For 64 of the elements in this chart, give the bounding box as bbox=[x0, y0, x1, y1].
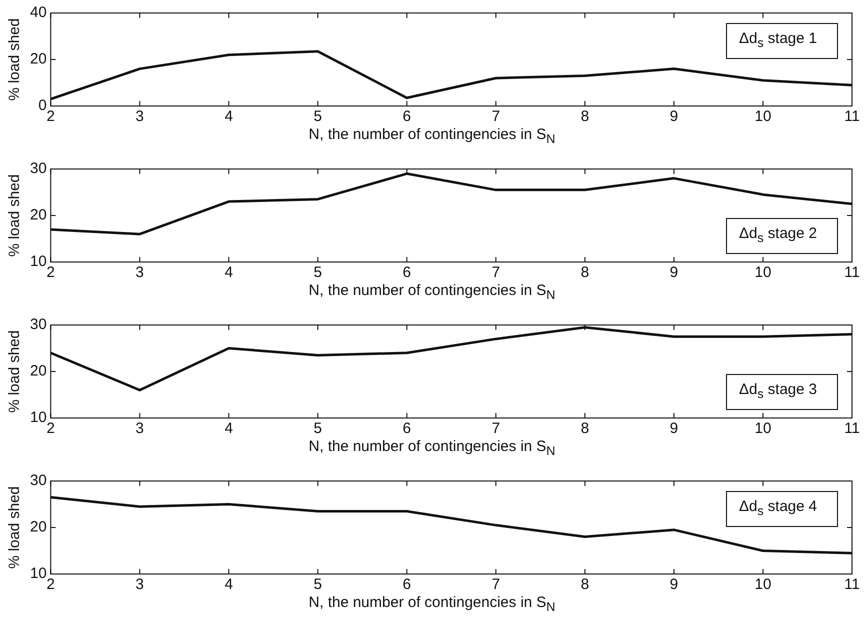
y-axis-title: % load shed bbox=[6, 330, 24, 413]
x-tick-label: 8 bbox=[580, 420, 590, 438]
legend-label: Δd$_{s}$ stage 1 bbox=[739, 30, 817, 50]
y-tick-label: 20 bbox=[30, 362, 47, 380]
x-tick-label: 10 bbox=[754, 420, 772, 438]
x-tick-label: 7 bbox=[492, 420, 500, 438]
x-tick-label: 10 bbox=[754, 108, 772, 126]
x-tick-label: 2 bbox=[46, 264, 55, 282]
x-tick-label: 4 bbox=[224, 420, 233, 438]
x-tick-label: 9 bbox=[670, 108, 678, 126]
x-axis-title: N, the number of contingencies in S$_{N}$ bbox=[308, 438, 556, 458]
x-tick-label: 3 bbox=[136, 420, 144, 438]
x-tick-label: 4 bbox=[224, 108, 233, 126]
x-tick-label: 5 bbox=[314, 264, 322, 282]
y-tick-label: 20 bbox=[30, 50, 47, 68]
x-tick-label: 11 bbox=[844, 420, 860, 438]
y-tick-label: 10 bbox=[30, 409, 47, 426]
text: Δd$_{s}$ stage 3 bbox=[739, 381, 817, 401]
x-tick-label: 5 bbox=[314, 108, 322, 126]
x-tick-label: 7 bbox=[492, 576, 500, 594]
x-tick-label: 6 bbox=[402, 576, 411, 594]
y-tick-label: 10 bbox=[30, 565, 47, 582]
x-tick-label: 3 bbox=[136, 576, 144, 594]
y-tick-label: 40 bbox=[30, 4, 47, 22]
x-tick-label: 11 bbox=[844, 108, 860, 126]
x-tick-label: 8 bbox=[580, 576, 590, 594]
x-tick-label: 8 bbox=[580, 264, 590, 282]
y-tick-label: 30 bbox=[30, 160, 47, 178]
x-tick-label: 10 bbox=[754, 576, 772, 594]
x-tick-label: 3 bbox=[136, 108, 144, 126]
x-tick-label: 8 bbox=[580, 108, 590, 126]
x-tick-label: 3 bbox=[136, 264, 144, 282]
x-tick-label: 5 bbox=[314, 576, 322, 594]
x-tick-label: 2 bbox=[46, 576, 55, 594]
y-axis-title: % load shed bbox=[6, 486, 24, 569]
y-tick-label: 10 bbox=[30, 253, 47, 270]
series-label: Δd$_{s}$ stage 2 bbox=[739, 225, 817, 245]
y-tick-label: 20 bbox=[30, 206, 47, 224]
x-tick-label: 9 bbox=[670, 264, 678, 282]
y-axis-title: % load shed bbox=[6, 18, 24, 101]
x-tick-label: 2 bbox=[46, 108, 55, 126]
y-tick-label: 0 bbox=[38, 97, 47, 114]
x-tick-label: 11 bbox=[844, 264, 860, 282]
x-tick-label: 4 bbox=[224, 576, 233, 594]
y-tick-label: 30 bbox=[30, 316, 47, 334]
x-tick-label: 6 bbox=[402, 420, 411, 438]
x-tick-label: 7 bbox=[492, 264, 500, 282]
x-tick-label: 2 bbox=[46, 420, 55, 438]
x-tick-label: 11 bbox=[844, 576, 860, 594]
y-tick-label: 30 bbox=[30, 472, 47, 490]
x-axis-title: N, the number of contingencies in S$_{N}$ bbox=[308, 126, 556, 146]
x-tick-label: 4 bbox=[224, 264, 233, 282]
legend-label: Δd$_{s}$ stage 4 bbox=[739, 498, 817, 518]
x-axis-title: N, the number of contingencies in S$_{N}$ bbox=[308, 594, 556, 614]
x-tick-label: 7 bbox=[492, 108, 500, 126]
y-tick-label: 20 bbox=[30, 518, 47, 536]
x-axis-title: N, the number of contingencies in S$_{N}$ bbox=[308, 282, 556, 302]
x-tick-label: 6 bbox=[402, 264, 411, 282]
x-tick-label: 9 bbox=[670, 576, 678, 594]
x-tick-label: 6 bbox=[402, 108, 411, 126]
y-axis-title: % load shed bbox=[6, 174, 24, 257]
x-tick-label: 5 bbox=[314, 420, 322, 438]
x-tick-label: 10 bbox=[754, 264, 772, 282]
x-tick-label: 9 bbox=[670, 420, 678, 438]
